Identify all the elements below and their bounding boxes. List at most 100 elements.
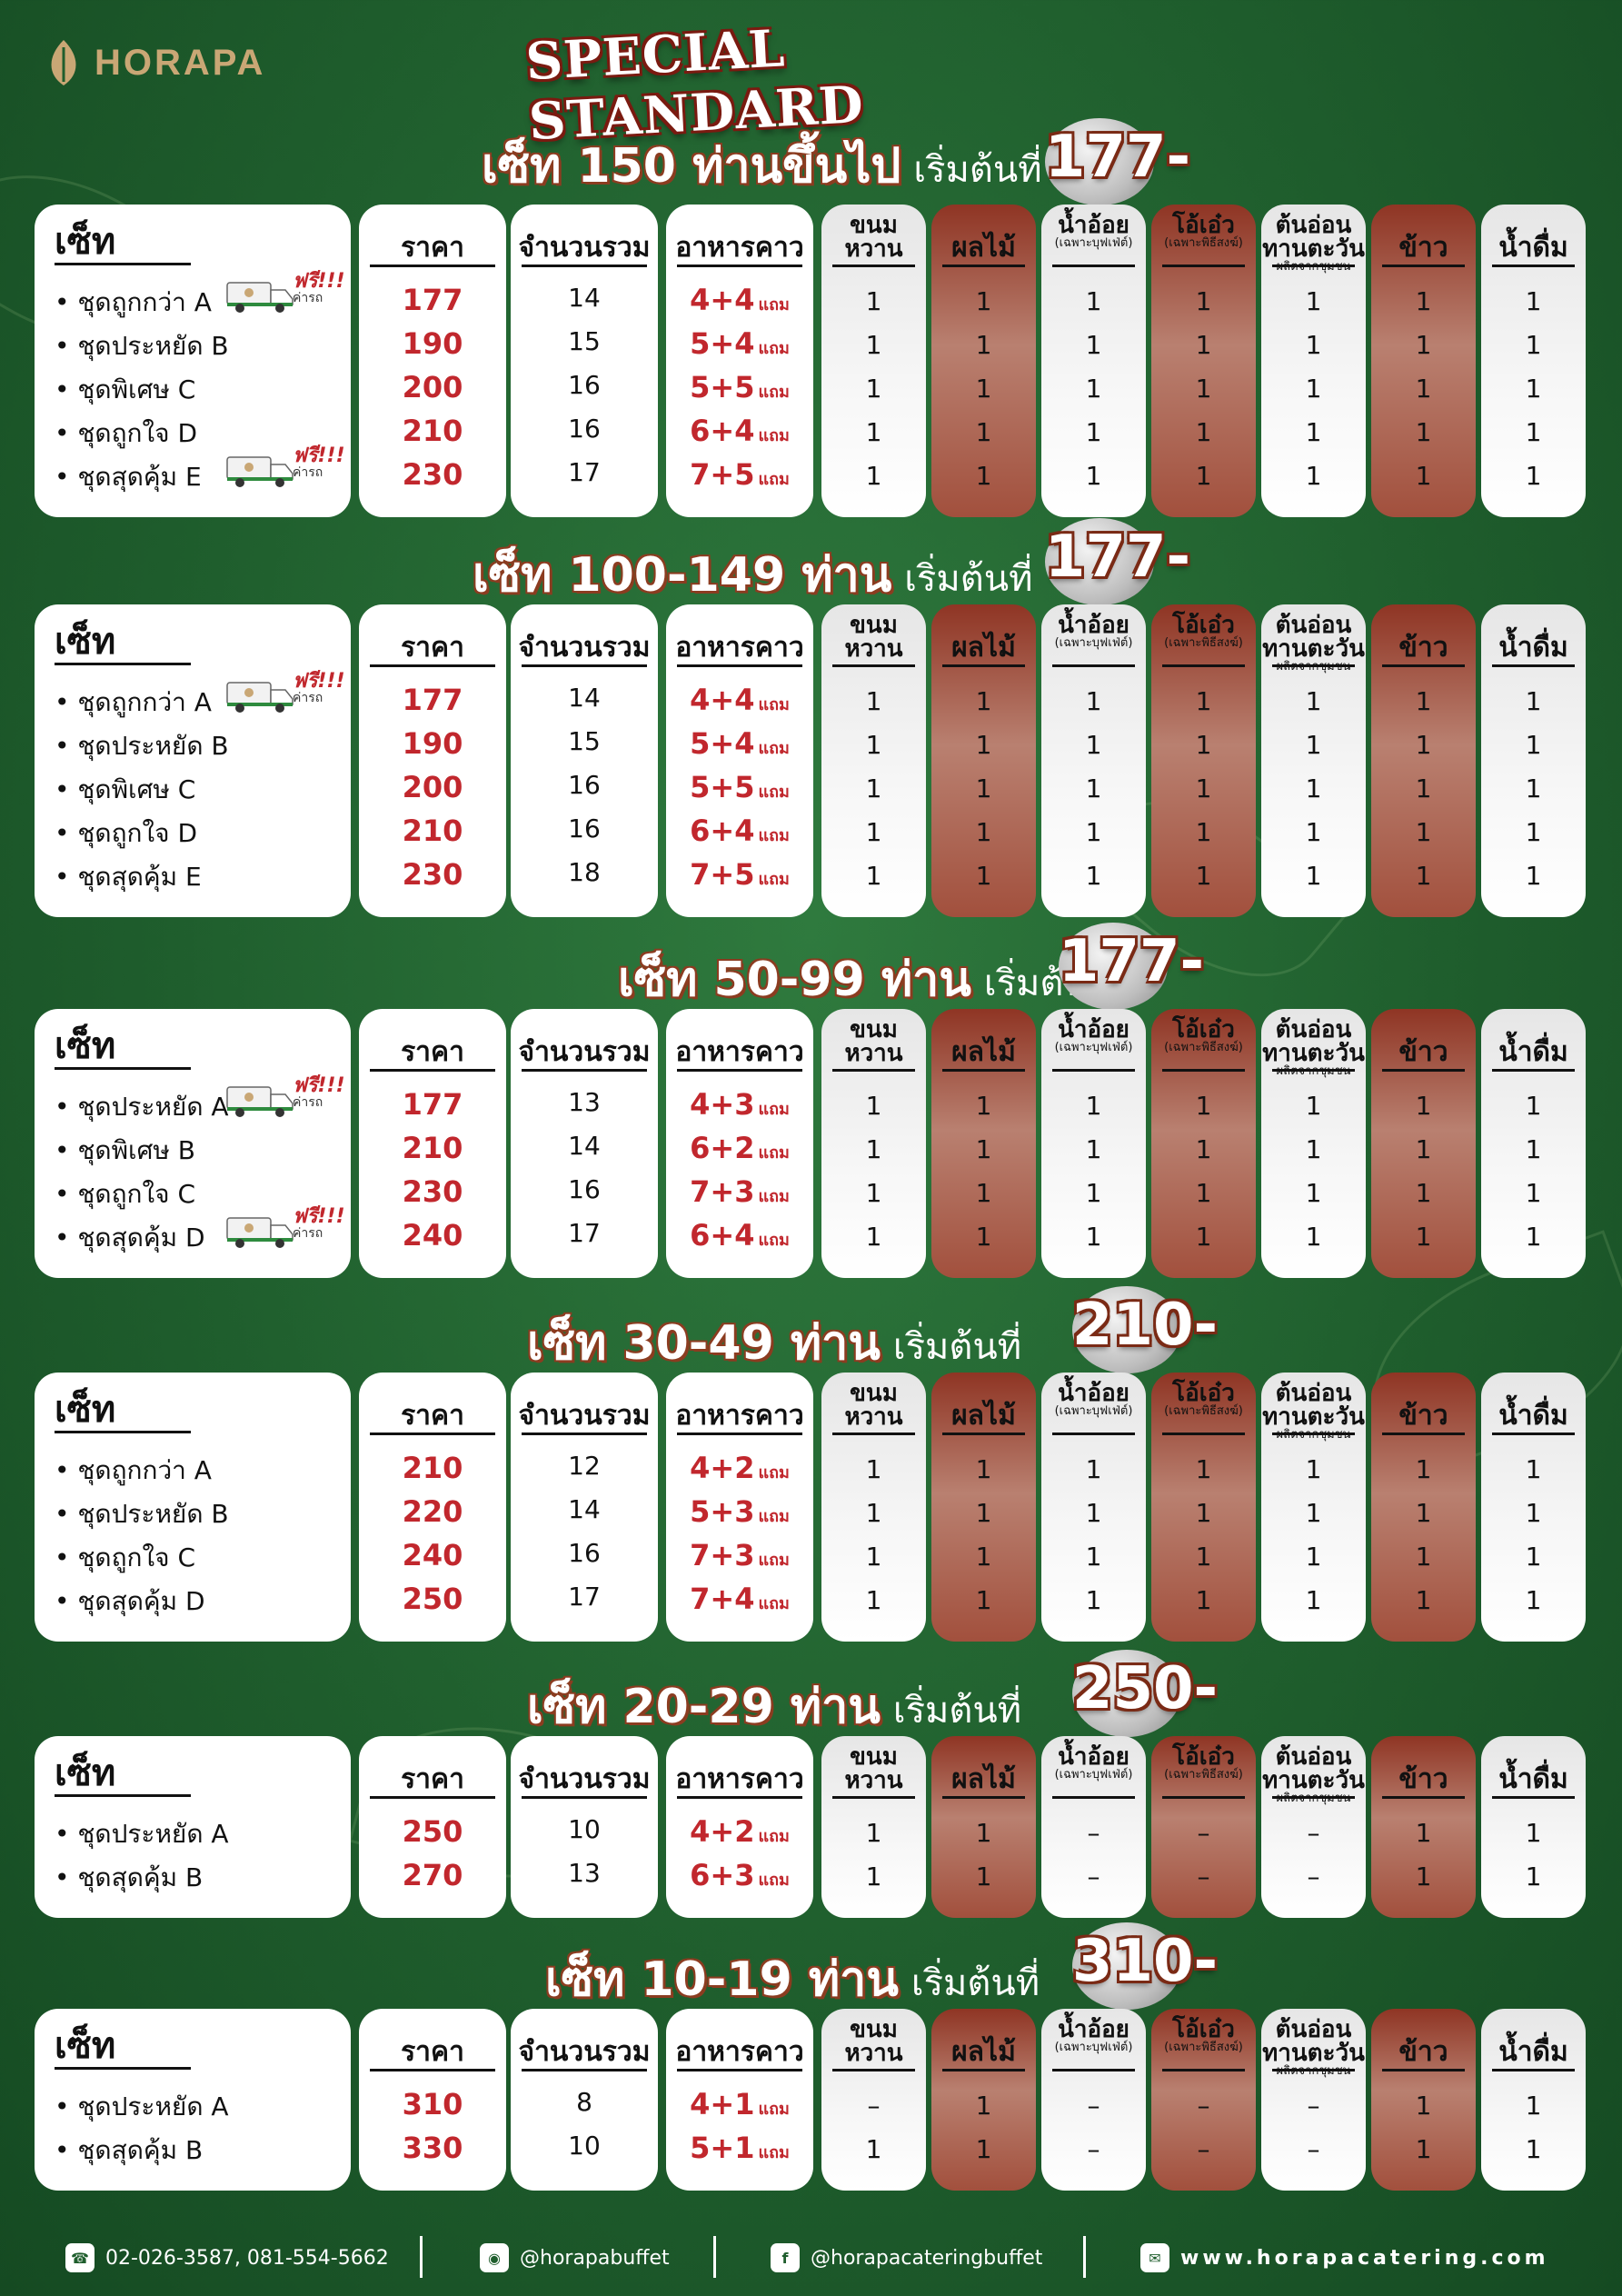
water-value: 1 bbox=[1525, 1091, 1542, 1121]
sprout-value: 1 bbox=[1305, 330, 1322, 360]
header-oeo: โอ้เอ๋ว (เฉพาะพิธีสงฆ์) bbox=[1151, 1745, 1256, 1782]
header-oeo: โอ้เอ๋ว (เฉพาะพิธีสงฆ์) bbox=[1151, 2018, 1256, 2054]
header-label: จำนวนรวม bbox=[518, 232, 651, 264]
header-note: ผลิตจากชุมชน bbox=[1261, 1792, 1366, 1805]
header-note: (เฉพาะบุฟเฟ่ต์) bbox=[1054, 2041, 1133, 2054]
dessert-value: 1 bbox=[865, 417, 882, 447]
column-oeo: โอ้เอ๋ว (เฉพาะพิธีสงฆ์) 1 1 1 1 bbox=[1151, 1009, 1256, 1278]
free-delivery-label: ฟรี!!! ค่ารถ bbox=[293, 1076, 345, 1111]
water-value: 1 bbox=[1525, 1498, 1542, 1528]
fruit-value: 1 bbox=[975, 1091, 992, 1121]
footer-facebook[interactable]: f @horapacateringbuffet bbox=[771, 2243, 1042, 2272]
column-savory: อาหารคาว 4+1 แถม 5+1 แถม bbox=[666, 2009, 813, 2191]
header-total: จำนวนรวม bbox=[511, 626, 658, 669]
savory-dishes: 7+3 แถม bbox=[666, 1538, 813, 1572]
sprout-value: – bbox=[1307, 2091, 1320, 2121]
footer-website[interactable]: ✉ www.horapacatering.com bbox=[1140, 2243, 1549, 2272]
gift-word: แถม bbox=[758, 1827, 790, 1846]
header-underline bbox=[1492, 1069, 1575, 1072]
column-fruit: ผลไม้ 1 1 1 1 bbox=[931, 1373, 1036, 1642]
price-value: 250 bbox=[402, 1582, 463, 1616]
column-sprout: ต้นอ่อนทานตะวันผลิตจากชุมชน 1 1 1 1 1 bbox=[1261, 604, 1366, 917]
header-underline bbox=[677, 1433, 802, 1435]
gift-word: แถม bbox=[758, 870, 790, 889]
water-value: 1 bbox=[1525, 2134, 1542, 2164]
header-underline bbox=[1382, 1796, 1465, 1799]
savory-count: 7+4 bbox=[690, 1582, 755, 1616]
price-value: 210 bbox=[402, 1451, 463, 1485]
header-sugarcane: น้ำอ้อย (เฉพาะบุฟเฟ่ต์) bbox=[1041, 1018, 1146, 1054]
header-sugarcane: น้ำอ้อย (เฉพาะบุฟเฟ่ต์) bbox=[1041, 214, 1146, 250]
water-value: 1 bbox=[1525, 686, 1542, 716]
header-label: โอ้เอ๋ว bbox=[1172, 1743, 1235, 1771]
header-dessert: ขนมหวาน bbox=[821, 2018, 926, 2065]
sprout-value: 1 bbox=[1305, 461, 1322, 491]
sugarcane-value: 1 bbox=[1085, 1454, 1102, 1484]
gift-word: แถม bbox=[758, 1187, 790, 1206]
header-note: ผลิตจากชุมชน bbox=[1261, 1065, 1366, 1078]
header-underline bbox=[677, 265, 802, 267]
total-items: 17 bbox=[568, 1218, 601, 1248]
column-total: จำนวนรวม 12 14 16 17 bbox=[511, 1373, 658, 1642]
rice-value: 1 bbox=[1415, 374, 1432, 404]
free-delivery-label: ฟรี!!! ค่ารถ bbox=[293, 672, 345, 706]
oeo-value: 1 bbox=[1195, 1222, 1212, 1252]
header-total: จำนวนรวม bbox=[511, 1031, 658, 1073]
fruit-value: 1 bbox=[975, 1454, 992, 1484]
header-label: ข้าว bbox=[1398, 632, 1448, 664]
rice-value: 1 bbox=[1415, 1178, 1432, 1208]
sugarcane-value: 1 bbox=[1085, 774, 1102, 804]
water-value: 1 bbox=[1525, 330, 1542, 360]
section-title: เซ็ท 30-49 ท่าน เริ่มต้นที่ bbox=[527, 1304, 1021, 1380]
fruit-value: 1 bbox=[975, 1818, 992, 1848]
column-fruit: ผลไม้ 1 1 bbox=[931, 1736, 1036, 1918]
column-dessert: ขนมหวาน 1 1 1 1 bbox=[821, 1009, 926, 1278]
column-set: เซ็ท • ชุดประหยัด A • ชุดสุดคุ้ม B bbox=[35, 1736, 351, 1918]
section-title: เซ็ท 10-19 ท่าน เริ่มต้นที่ bbox=[545, 1941, 1040, 2016]
sugarcane-value: – bbox=[1087, 2134, 1100, 2164]
truck-icon bbox=[225, 1214, 296, 1251]
header-note: (เฉพาะพิธีสงฆ์) bbox=[1164, 236, 1243, 250]
set-header: เซ็ท bbox=[55, 1389, 116, 1431]
column-dessert: ขนมหวาน 1 1 1 1 1 bbox=[821, 205, 926, 517]
column-price: ราคา 177 190 200 210 230 bbox=[359, 604, 506, 917]
header-rice: ข้าว bbox=[1371, 1031, 1476, 1073]
fruit-value: 1 bbox=[975, 330, 992, 360]
header-underline bbox=[677, 1069, 802, 1072]
header-underline bbox=[1052, 265, 1135, 267]
header-rice: ข้าว bbox=[1371, 626, 1476, 669]
rice-value: 1 bbox=[1415, 1818, 1432, 1848]
set-name: • ชุดถูกใจ D bbox=[55, 418, 198, 448]
oeo-value: 1 bbox=[1195, 1178, 1212, 1208]
column-sprout: ต้นอ่อนทานตะวันผลิตจากชุมชน 1 1 1 1 1 bbox=[1261, 205, 1366, 517]
total-items: 18 bbox=[568, 857, 601, 887]
set-name: • ชุดสุดคุ้ม D bbox=[55, 1586, 205, 1616]
oeo-value: – bbox=[1197, 1862, 1210, 1892]
header-sugarcane: น้ำอ้อย (เฉพาะบุฟเฟ่ต์) bbox=[1041, 2018, 1146, 2054]
header-label: ขนมหวาน bbox=[844, 212, 903, 263]
header-underline bbox=[677, 1796, 802, 1799]
oeo-value: 1 bbox=[1195, 1454, 1212, 1484]
sprout-value: 1 bbox=[1305, 774, 1322, 804]
column-oeo: โอ้เอ๋ว (เฉพาะพิธีสงฆ์) 1 1 1 1 bbox=[1151, 1373, 1256, 1642]
header-label: น้ำดื่ม bbox=[1498, 632, 1568, 664]
header-label: ผลไม้ bbox=[951, 2036, 1016, 2068]
header-sprout: ต้นอ่อนทานตะวันผลิตจากชุมชน bbox=[1261, 214, 1366, 274]
set-name: • ชุดประหยัด A bbox=[55, 1819, 229, 1849]
footer-phone[interactable]: ☎ 02-026-3587, 081-554-5662 bbox=[65, 2243, 389, 2272]
water-value: 1 bbox=[1525, 1542, 1542, 1572]
header-underline bbox=[832, 664, 915, 667]
section-title: เซ็ท 100-149 ท่าน เริ่มต้นที่ bbox=[473, 536, 1032, 612]
sprout-value: 1 bbox=[1305, 374, 1322, 404]
header-savory: อาหารคาว bbox=[666, 626, 813, 669]
total-items: 17 bbox=[568, 1582, 601, 1612]
header-underline bbox=[1382, 2069, 1465, 2071]
section-heading: เซ็ท 20-29 ท่าน bbox=[527, 1680, 881, 1734]
dessert-value: 1 bbox=[865, 1542, 882, 1572]
free-delivery-label: ฟรี!!! ค่ารถ bbox=[293, 272, 345, 306]
set-name: • ชุดประหยัด B bbox=[55, 1499, 229, 1529]
footer-line[interactable]: ◉ @horapabuffet bbox=[480, 2243, 670, 2272]
header-label: ขนมหวาน bbox=[844, 2016, 903, 2067]
savory-count: 7+3 bbox=[690, 1174, 755, 1209]
header-savory: อาหารคาว bbox=[666, 226, 813, 269]
